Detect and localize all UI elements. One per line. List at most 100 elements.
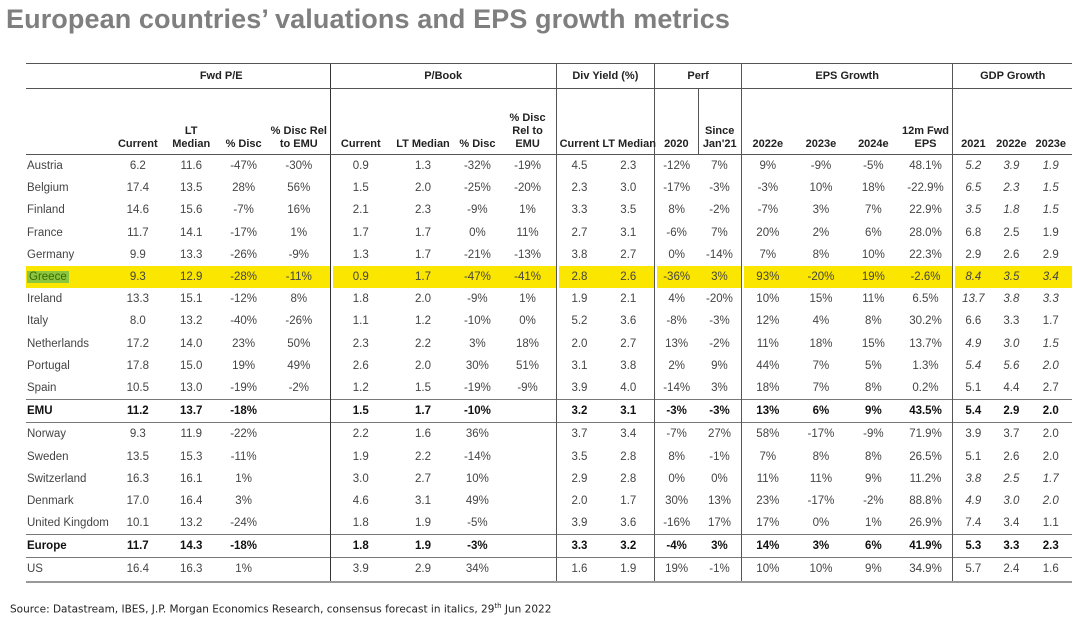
table-cell: -47% bbox=[230, 160, 258, 173]
table-cell: 1.5 bbox=[1042, 182, 1059, 195]
table-cell: 3.0 bbox=[329, 467, 391, 490]
table-cell: 15.6 bbox=[180, 204, 203, 217]
table-row: US 16.4 16.3 1% 3.9 2.9 34% 1.6 1.9 19% -1% 10% 10% 9… bbox=[26, 557, 1072, 583]
table-cell: -40% bbox=[230, 315, 258, 328]
group-gdp-growth: GDP Growth bbox=[952, 63, 1072, 89]
table-cell: 4.6 bbox=[329, 489, 391, 512]
table-cell: 3.1 bbox=[602, 399, 655, 423]
country-name: Finland bbox=[26, 199, 113, 221]
table-row: Italy 8.0 13.2 -40% -26% 1.1 1.2 -10% 0% 5.2 3.6 -8… bbox=[26, 310, 1072, 333]
table-cell: 18% bbox=[809, 337, 833, 350]
table-cell: 2.8 bbox=[620, 450, 637, 463]
table-cell: 7.4 bbox=[952, 512, 994, 535]
table-cell: 4% bbox=[654, 288, 699, 311]
table-cell: 10.5 bbox=[126, 381, 150, 394]
table-cell: -1% bbox=[709, 450, 730, 463]
table-cell bbox=[500, 445, 556, 467]
table-cell: 13.0 bbox=[180, 381, 203, 394]
country-name: Denmark bbox=[26, 490, 113, 512]
table-cell: -5% bbox=[467, 517, 488, 530]
table-cell: 1.5 bbox=[414, 381, 431, 394]
table-cell bbox=[268, 512, 331, 535]
table-cell: 3.4 bbox=[1003, 517, 1020, 530]
table-cell: 2.0 bbox=[414, 359, 431, 372]
table-cell: -18% bbox=[219, 534, 268, 558]
col-label: EPS bbox=[914, 138, 937, 150]
table-cell: 13% bbox=[740, 399, 794, 423]
table-cell bbox=[499, 557, 557, 583]
table-cell bbox=[267, 422, 331, 446]
table-cell: -11% bbox=[267, 265, 331, 289]
table-cell: 2.3 bbox=[1003, 182, 1020, 195]
table-cell: 5.6 bbox=[1003, 359, 1020, 372]
table-cell bbox=[267, 534, 331, 558]
table-cell: 7% bbox=[865, 204, 882, 217]
table-row: Belgium 17.4 13.5 28% 56% 1.5 2.0 -25% -20% 2.3 3.… bbox=[26, 177, 1072, 200]
table-cell: 3.5 bbox=[993, 265, 1030, 289]
country-label: Greece bbox=[27, 271, 69, 284]
country-label: Denmark bbox=[27, 494, 74, 507]
table-cell: -3% bbox=[709, 182, 730, 195]
table-cell: 2.8 bbox=[555, 265, 603, 289]
table-cell: 3% bbox=[235, 494, 252, 507]
table-cell: 1.8 bbox=[329, 534, 391, 558]
table-cell: -2% bbox=[709, 204, 730, 217]
country-label: Spain bbox=[27, 381, 57, 394]
table-cell: 3.4 bbox=[1029, 265, 1072, 289]
table-cell: 2.6 bbox=[1003, 450, 1020, 463]
table-cell: 1% bbox=[519, 293, 536, 306]
table-cell: 1.3 bbox=[414, 160, 431, 173]
table-cell: 49% bbox=[465, 494, 489, 507]
table-cell: 1.2 bbox=[414, 315, 431, 328]
table-cell: 11% bbox=[516, 226, 539, 239]
table-cell: 13% bbox=[654, 332, 699, 355]
table-cell: 13.3 bbox=[126, 293, 150, 306]
table-cell: 2.0 bbox=[1042, 450, 1059, 463]
table-cell: -2% bbox=[709, 337, 730, 350]
table-cell: 7% bbox=[740, 243, 794, 266]
table-cell: -25% bbox=[463, 182, 491, 195]
table-cell: 48.1% bbox=[909, 160, 942, 173]
table-cell: 2.0 bbox=[1042, 494, 1059, 507]
table-cell: 7% bbox=[812, 381, 830, 394]
table-cell bbox=[267, 399, 331, 423]
table-cell: 11.7 bbox=[112, 534, 164, 558]
table-cell: 2.2 bbox=[414, 450, 431, 463]
country-label: Belgium bbox=[27, 182, 69, 195]
country-name: Germany bbox=[26, 244, 113, 266]
table-cell: 11% bbox=[740, 467, 794, 490]
table-cell: 6.8 bbox=[952, 221, 994, 244]
table-cell: 8% bbox=[654, 199, 699, 222]
table-cell: 18% bbox=[740, 376, 794, 400]
table-cell: 3.3 bbox=[1003, 315, 1020, 328]
table-cell: 3% bbox=[793, 534, 849, 558]
table-cell: 2.6 bbox=[1003, 248, 1020, 261]
table-cell: 17% bbox=[740, 512, 794, 535]
table-row: Spain 10.5 13.0 -19% -2% 1.2 1.5 -19% -9% 3.9 4.0 -… bbox=[26, 376, 1072, 400]
table-cell: 23% bbox=[740, 489, 794, 512]
col-label: 2021 bbox=[961, 138, 986, 150]
country-label: United Kingdom bbox=[27, 517, 109, 530]
table-cell: 3.3 bbox=[1042, 293, 1059, 306]
col-label: to EMU bbox=[279, 138, 318, 150]
table-cell: 7% bbox=[740, 445, 794, 468]
country-name: Portugal bbox=[26, 355, 113, 377]
table-cell: 16.3 bbox=[163, 557, 220, 583]
country-name: EMU bbox=[26, 399, 113, 423]
table-cell: -3% bbox=[740, 177, 794, 200]
table-cell: 1.5 bbox=[329, 177, 391, 200]
table-cell: 12% bbox=[740, 310, 794, 333]
table-cell: 11% bbox=[862, 293, 885, 306]
country-name: Belgium bbox=[26, 177, 113, 199]
table-cell: -20% bbox=[706, 293, 733, 306]
table-cell: -28% bbox=[219, 265, 268, 289]
table-cell: -13% bbox=[514, 248, 541, 261]
table-cell: 17.8 bbox=[126, 359, 150, 372]
table-cell: 3.9 bbox=[555, 512, 603, 535]
table-cell: 1.1 bbox=[1042, 517, 1059, 530]
table-cell: 11.2 bbox=[112, 399, 164, 423]
table-cell: 16.3 bbox=[126, 472, 150, 485]
col-perf-2020: 2020 bbox=[654, 88, 699, 155]
table-cell: 51% bbox=[516, 359, 540, 372]
table-cell: 17.2 bbox=[126, 337, 150, 350]
